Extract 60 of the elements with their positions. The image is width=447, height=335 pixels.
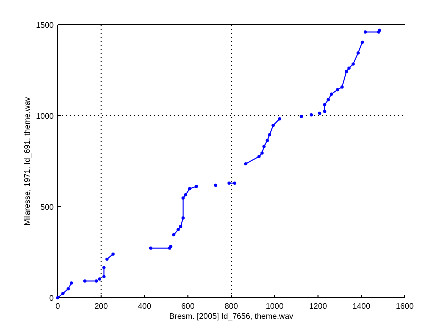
x-axis-title: Bresm. [2005] Id_7656, theme.wav [169,312,294,321]
point [318,112,322,116]
point [102,266,106,270]
point [228,182,231,185]
point [176,228,180,232]
point [188,187,192,191]
point [106,258,109,262]
y-tick-label: 1500 [36,21,55,30]
point [268,133,272,137]
point [330,92,334,96]
point [310,113,314,117]
point [182,216,185,220]
point [266,139,270,142]
x-tick-label: 400 [138,302,152,311]
point [364,30,368,34]
point [336,88,340,92]
point [348,66,351,70]
point [84,280,87,283]
x-tick-label: 1600 [396,302,414,311]
point [300,115,304,118]
point [345,70,348,74]
point [112,252,115,256]
point [260,152,264,155]
y-axis-title: Milaresse, 1971, Id_691, theme.wav [23,97,32,226]
point [149,246,153,250]
point [98,278,102,281]
x-tick-label: 0 [56,302,61,311]
y-tick-label: 1000 [36,112,55,121]
point [278,117,282,121]
point [323,103,327,106]
x-tick-label: 800 [224,302,239,311]
point [172,233,176,237]
point [102,275,106,278]
point [262,145,266,148]
point [182,196,185,200]
point [352,62,355,66]
x-tick-label: 1000 [266,302,284,311]
point [194,185,198,188]
point [179,225,183,228]
point [326,98,330,102]
point [323,110,327,114]
point [184,193,188,197]
point [95,280,98,283]
point [66,287,70,291]
x-tick-label: 600 [181,302,196,311]
x-tick-label: 200 [94,302,109,311]
x-tick-label: 1200 [309,302,328,311]
point [233,182,237,185]
point [214,184,218,188]
point [244,162,248,166]
point [356,52,360,55]
y-tick-label: 500 [40,203,55,212]
point [62,292,65,296]
point [272,124,275,128]
y-tick-label: 0 [50,294,55,303]
x-tick-label: 1400 [352,302,372,311]
point [70,282,74,285]
point [340,86,344,89]
point [258,155,261,158]
point [360,40,364,44]
